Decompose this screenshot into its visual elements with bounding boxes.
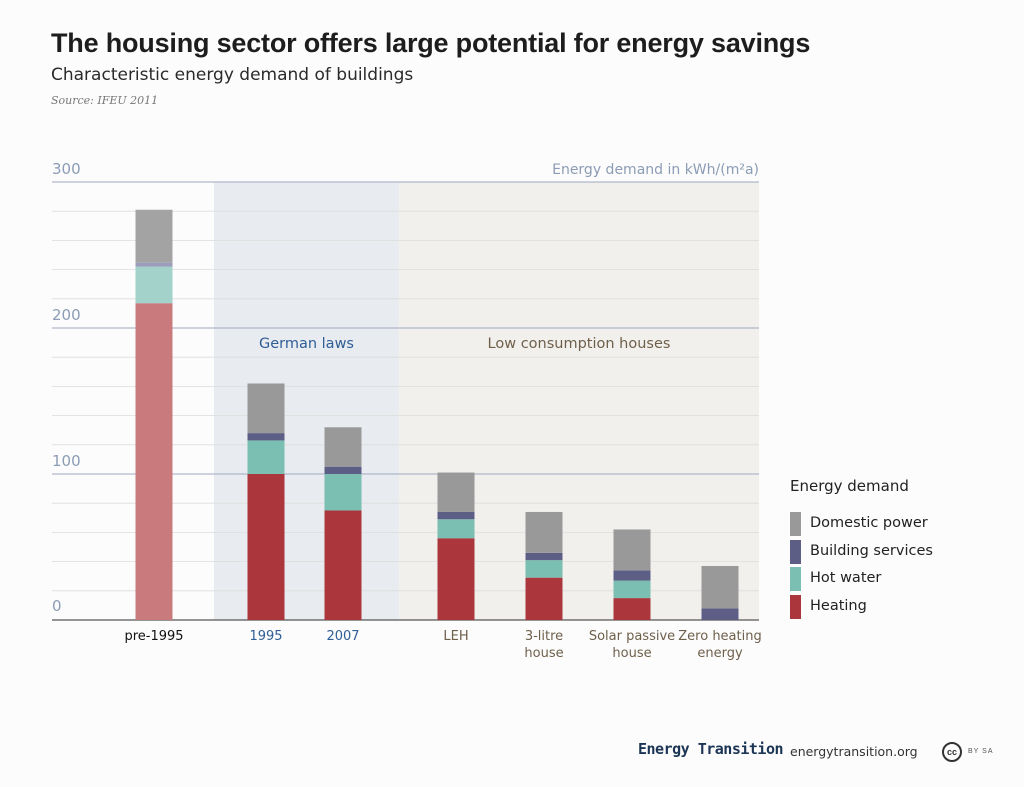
chart-source: Source: IFEU 2011 — [51, 94, 159, 107]
legend-label: Domestic power — [810, 515, 928, 531]
x-tick-label: 1995 — [249, 629, 282, 644]
bar-segment-heating — [525, 577, 563, 620]
bar-segment-domestic-power — [701, 565, 739, 609]
bar-segment-hot-water — [613, 580, 651, 599]
x-tick-label: pre-1995 — [124, 629, 183, 644]
x-tick-label: Solar passive — [589, 629, 675, 644]
bar-segment-hot-water — [324, 474, 362, 511]
x-tick-label: house — [524, 646, 563, 661]
y-tick-label-200: 200 — [52, 306, 81, 324]
bar-segment-building-services — [437, 511, 475, 520]
bar-segment-hot-water — [247, 440, 285, 474]
y-axis-unit-label: Energy demand in kWh/(m²a) — [552, 162, 759, 178]
bar-segment-building-services — [525, 552, 563, 561]
creative-commons-icon: cc — [942, 742, 962, 762]
bar-segment-building-services — [701, 608, 739, 620]
license-label: BY SA — [968, 748, 994, 755]
bar-segment-domestic-power — [135, 209, 173, 263]
bar-segment-heating — [324, 510, 362, 620]
chart-subtitle: Characteristic energy demand of building… — [51, 65, 414, 85]
y-tick-label-0: 0 — [52, 597, 62, 615]
x-tick-label: Zero heating — [678, 629, 761, 644]
bar-segment-domestic-power — [247, 383, 285, 434]
region-label-low: Low consumption houses — [488, 336, 671, 352]
bar-segment-domestic-power — [613, 529, 651, 571]
legend-swatch — [790, 595, 801, 619]
legend-label: Heating — [810, 598, 867, 614]
y-tick-label-300: 300 — [52, 160, 81, 178]
bar-segment-hot-water — [525, 560, 563, 578]
region-label-laws: German laws — [259, 336, 354, 352]
bar-segment-domestic-power — [324, 427, 362, 467]
bar-segment-building-services — [324, 466, 362, 474]
legend-swatch — [790, 567, 801, 591]
footer-url[interactable]: energytransition.org — [790, 744, 918, 759]
bar-segment-domestic-power — [525, 511, 563, 553]
x-tick-label: 3-litre — [525, 629, 563, 644]
chart-title: The housing sector offers large potentia… — [51, 28, 811, 58]
bar-segment-hot-water — [135, 266, 173, 304]
x-tick-label: energy — [697, 646, 743, 661]
x-tick-label: LEH — [443, 629, 468, 644]
bar-segment-heating — [135, 303, 173, 620]
x-tick-label: 2007 — [326, 629, 359, 644]
x-tick-label: house — [612, 646, 651, 661]
bar-segment-building-services — [613, 570, 651, 581]
bar-segment-building-services — [135, 262, 173, 267]
legend-label: Hot water — [810, 570, 882, 586]
bar-segment-heating — [247, 474, 285, 620]
bar-segment-heating — [437, 538, 475, 620]
legend-swatch — [790, 540, 801, 564]
bar-segment-building-services — [247, 433, 285, 441]
bar-segment-heating — [613, 598, 651, 620]
legend-label: Building services — [810, 543, 933, 559]
y-tick-label-100: 100 — [52, 452, 81, 470]
region-background-laws — [214, 182, 399, 620]
footer-brand-logo: Energy Transition — [638, 740, 784, 758]
legend-swatch — [790, 512, 801, 536]
bar-segment-domestic-power — [437, 472, 475, 512]
bar-segment-hot-water — [437, 519, 475, 539]
legend-title: Energy demand — [790, 477, 909, 495]
